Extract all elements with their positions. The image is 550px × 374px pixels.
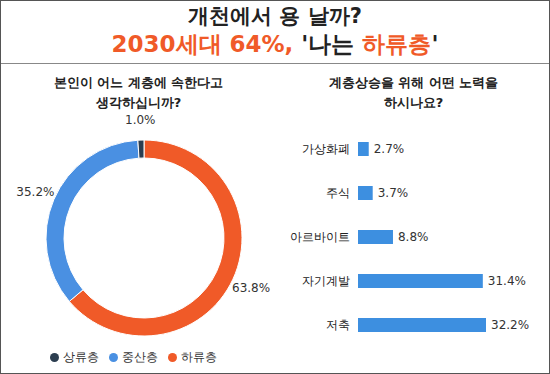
- html-text:계층상승을 위해 어떤 노력을 하시나요?: 계층상승을 위해 어떤 노력을 하시나요?: [328, 75, 499, 110]
- svg-text:저축: 저축: [326, 318, 350, 332]
- html-text:본인이 어느 계층에 속한다고 생각하십니까?: 본인이 어느 계층에 속한다고 생각하십니까?: [53, 75, 224, 110]
- svg-text:3.7%: 3.7%: [378, 186, 409, 200]
- svg-text:2.7%: 2.7%: [374, 142, 405, 156]
- svg-text:자기계발: 자기계발: [302, 274, 350, 288]
- html-text:상류층: 상류층: [63, 350, 99, 364]
- html-text:개천에서 용 날까?: 개천에서 용 날까?: [188, 4, 362, 28]
- svg-text:63.8%: 63.8%: [232, 281, 270, 295]
- svg-text:35.2%: 35.2%: [16, 185, 54, 199]
- html-text:하류층: 하류층: [181, 350, 217, 364]
- svg-text:8.8%: 8.8%: [398, 230, 429, 244]
- html-text:2030세대 64%, '나는하류층': 2030세대 64%, '나는하류층': [111, 31, 439, 57]
- svg-text:주식: 주식: [326, 186, 350, 200]
- svg-text:32.2%: 32.2%: [491, 318, 529, 332]
- html-text:중산층: 중산층: [122, 350, 158, 364]
- svg-text:가상화폐: 가상화폐: [302, 142, 350, 156]
- svg-text:31.4%: 31.4%: [488, 274, 526, 288]
- svg-text:아르바이트: 아르바이트: [290, 230, 350, 244]
- svg-text:1.0%: 1.0%: [125, 113, 156, 127]
